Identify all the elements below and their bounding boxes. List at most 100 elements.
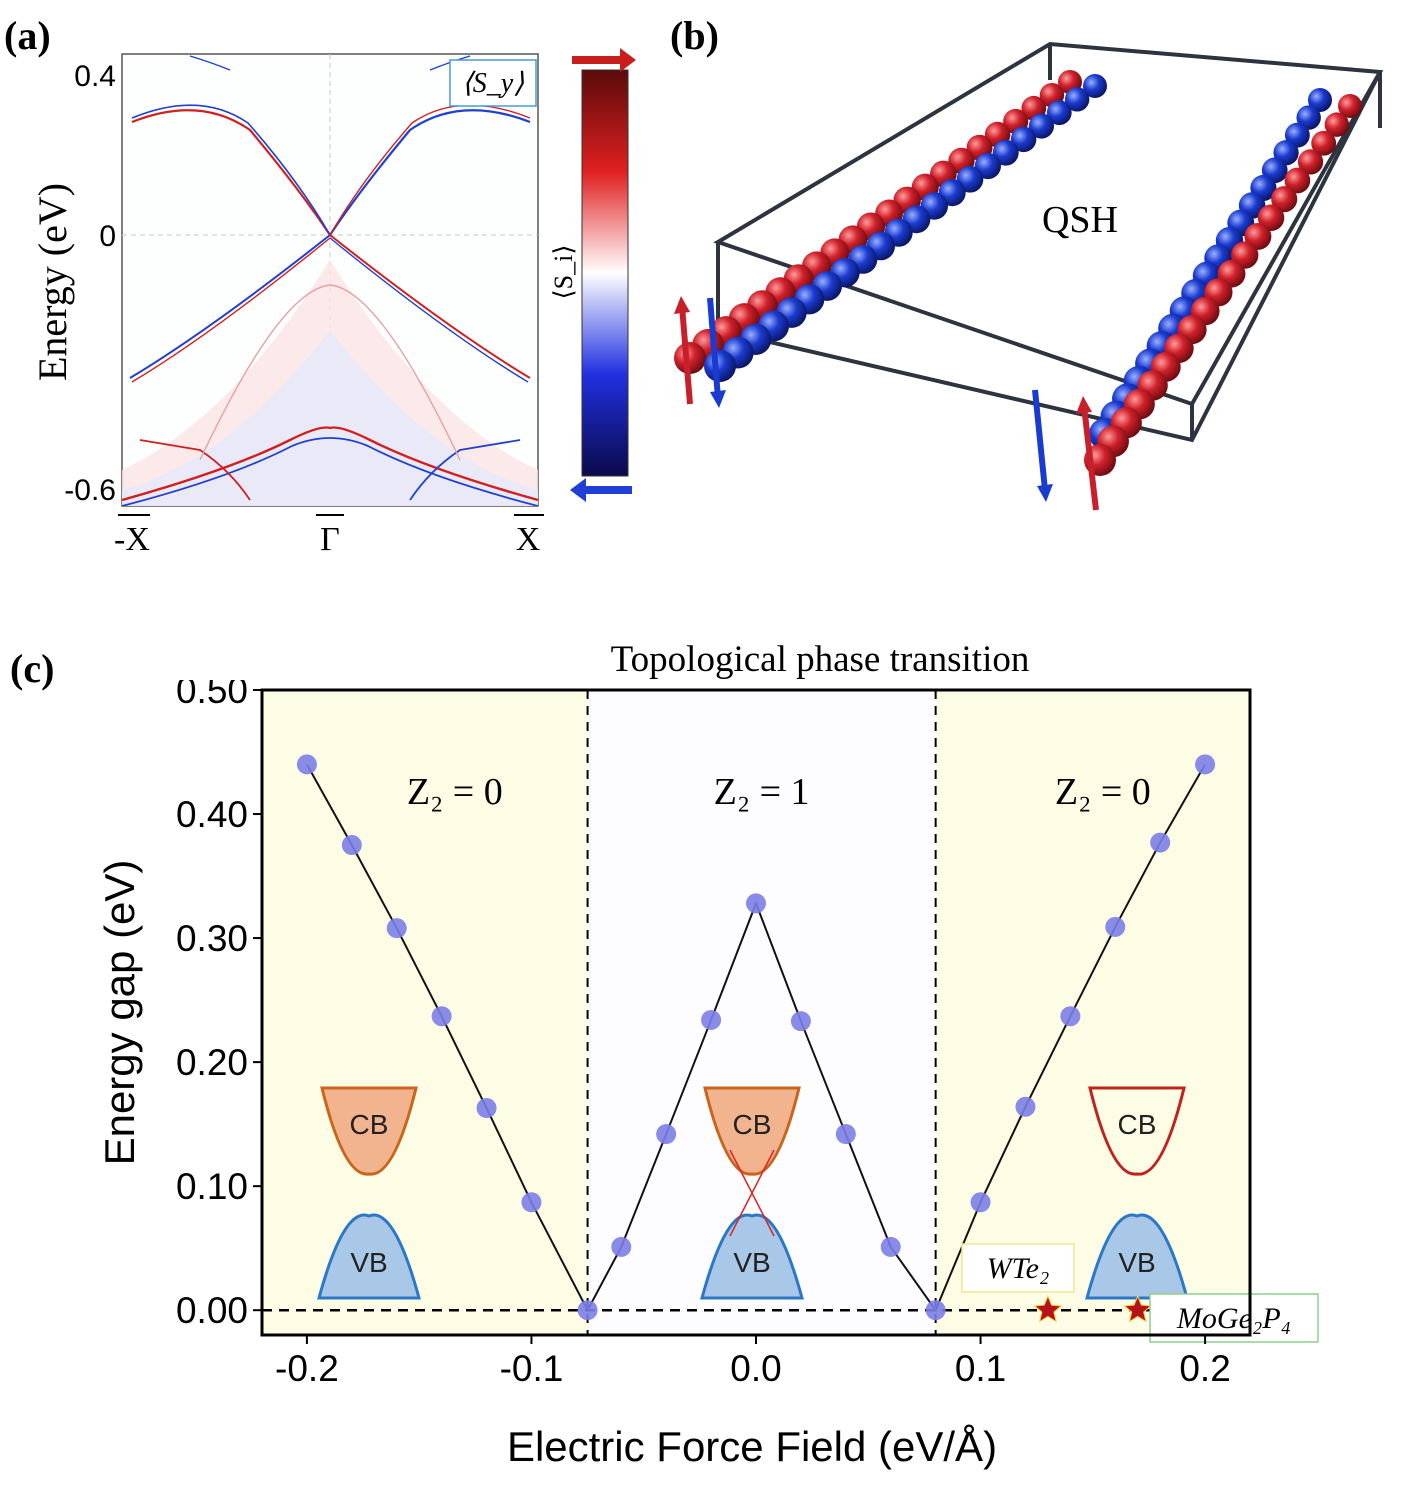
band-upper-left-blue — [131, 104, 331, 236]
energy-gap-point — [970, 1192, 991, 1213]
x-tick-label: -0.2 — [275, 1348, 339, 1389]
region-right-bg — [935, 690, 1250, 1335]
panel-c-title: Topological phase transition — [610, 639, 1030, 680]
vb-label: VB — [1118, 1247, 1155, 1278]
conduction-band-shape — [320, 1086, 418, 1176]
spin-up-arrow-icon — [572, 48, 636, 72]
spin-up-arrow-left — [679, 305, 693, 405]
spin-up-ball — [1257, 204, 1285, 232]
band-lower-hill — [122, 426, 538, 502]
spin-down-arrow-left — [707, 297, 721, 399]
spin-down-ball — [992, 139, 1019, 166]
band-upper-left — [131, 109, 331, 236]
energy-gap-point — [790, 1011, 811, 1032]
spin-down-ball — [1064, 87, 1090, 112]
colorbar-label: ⟨S_i⟩ — [549, 245, 578, 300]
panel-a-ylabel: Energy (eV) — [30, 183, 75, 381]
edge-state-left-red — [131, 237, 331, 383]
panel-a-xtick-left: -X — [114, 521, 150, 558]
spin-up-ball — [1324, 112, 1350, 137]
energy-gap-point — [341, 835, 362, 856]
material-label-box — [961, 1243, 1075, 1293]
material-label: MoGe₂P₄ — [1176, 1302, 1291, 1335]
energy-gap-point — [880, 1236, 901, 1257]
panel-c-chart: CB VB CB VB CB VB Z₂ = 0 Z₂ = 1 Z₂ = 0 WTe₂ MoGe₂P… — [96, 680, 1319, 1470]
x-tick-label: 0.2 — [1179, 1348, 1230, 1389]
panel-a-ytick-top: 0.4 — [74, 60, 116, 93]
y-tick-label: 0.40 — [176, 794, 248, 835]
spin-down-ball — [1296, 105, 1321, 130]
energy-gap-point — [925, 1300, 946, 1321]
y-tick-label: 0.50 — [176, 680, 248, 711]
spin-up-ball — [1297, 149, 1324, 175]
z2-region-label: Z₂ = 1 — [714, 771, 810, 813]
edge-state-left — [129, 234, 331, 379]
band-upper-right — [329, 109, 531, 236]
material-label: WTe₂ — [987, 1252, 1050, 1285]
band-diagram: CB VB — [1085, 1086, 1189, 1300]
y-tick-label: 0.10 — [176, 1166, 248, 1207]
panel-b-label: (b) — [670, 13, 719, 58]
panel-c-label: (c) — [10, 646, 55, 691]
y-tick-label: 0.00 — [176, 1290, 248, 1331]
spin-down-ball — [1028, 113, 1054, 139]
energy-gap-point — [1195, 754, 1216, 775]
energy-gap-point — [746, 893, 766, 914]
material-star-icon — [1123, 1294, 1153, 1323]
cb-label: CB — [1118, 1109, 1157, 1140]
spin-up-ball — [1284, 167, 1311, 194]
energy-gap-point — [1150, 832, 1171, 853]
valence-band-shape — [317, 1213, 421, 1300]
spin-up-ball — [1338, 94, 1362, 118]
energy-gap-point — [386, 918, 407, 939]
spin-down-ball — [704, 350, 736, 382]
energy-gap-point — [521, 1192, 542, 1213]
spin-up-ball — [1311, 130, 1337, 156]
spin-down-arrow-icon — [570, 478, 632, 502]
spin-down-arrow-right — [1032, 389, 1048, 491]
panel-a-band-plot: 0.4 0 -0.6 Energy (eV) -X Γ X ⟨S_y⟩ ⟨S_i… — [30, 48, 636, 558]
conduction-band-shape — [703, 1086, 801, 1176]
energy-gap-point — [1105, 916, 1126, 937]
energy-gap-point — [296, 754, 317, 775]
panel-a-ytick-zero: 0 — [99, 220, 116, 253]
x-tick-label: 0.1 — [955, 1348, 1006, 1389]
vb-label: VB — [350, 1247, 387, 1278]
spin-up-arrow-right — [1081, 405, 1099, 511]
z2-region-label: Z₂ = 0 — [407, 771, 503, 813]
band-diagram: CB VB — [700, 1086, 804, 1300]
band-lower-hill-blue — [122, 437, 538, 506]
spin-down-ball — [1046, 100, 1072, 126]
x-tick-label: -0.1 — [500, 1348, 564, 1389]
energy-gap-point — [656, 1124, 677, 1145]
edge-state-right — [329, 234, 531, 379]
panel-a-legend-box — [449, 59, 537, 107]
vb-label: VB — [733, 1247, 770, 1278]
band-crossing-line — [729, 1149, 775, 1237]
valence-band-shape — [1085, 1213, 1189, 1300]
cb-label: CB — [733, 1109, 772, 1140]
panel-a-label: (a) — [4, 13, 51, 58]
band-lower-corner-right — [409, 439, 521, 501]
y-axis-label: Energy gap (eV) — [96, 860, 143, 1166]
panel-a-xtick-right: X — [516, 521, 541, 558]
energy-gap-point — [701, 1009, 722, 1030]
spin-down-arrowhead-left-icon — [710, 390, 726, 408]
cb-label: CB — [350, 1109, 389, 1140]
x-axis-label: Electric Force Field (eV/Å) — [507, 1423, 997, 1470]
z2-region-label: Z₂ = 0 — [1055, 771, 1151, 813]
edge-state-chains — [674, 70, 1362, 476]
qsh-box-frame — [713, 41, 1384, 443]
energy-gap-point — [835, 1124, 856, 1145]
spin-down-ball — [1083, 74, 1107, 98]
spin-up-arrowhead-left-icon — [674, 296, 690, 314]
bulk-shading-blue — [122, 330, 538, 506]
panel-b-qsh-illustration: QSH — [674, 41, 1384, 511]
conduction-band-shape — [1088, 1086, 1186, 1176]
valence-band-shape — [700, 1213, 804, 1300]
band-mid-hill — [199, 284, 461, 461]
spin-up-ball — [674, 342, 706, 374]
edge-state-right-blue — [329, 237, 529, 383]
band-diagram: CB VB — [317, 1086, 421, 1300]
band-lower-corner-left — [139, 439, 251, 501]
